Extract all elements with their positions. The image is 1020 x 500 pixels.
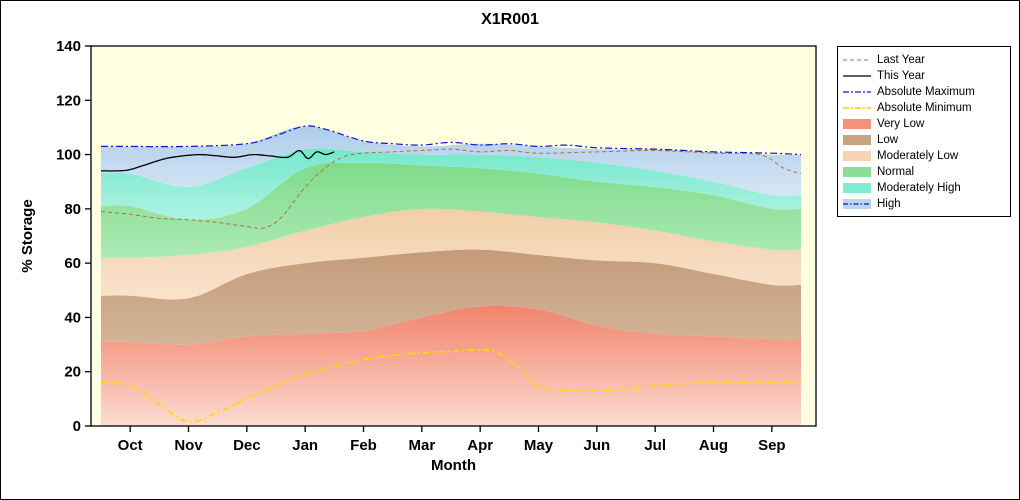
legend-line-sample: [843, 59, 871, 61]
legend-label: Absolute Maximum: [877, 86, 975, 98]
legend-item-low: Low: [842, 132, 1006, 148]
x-tick-label: May: [524, 437, 554, 454]
band-moderately-low: [101, 208, 801, 300]
x-tick-label: Jun: [583, 437, 610, 454]
legend-item-moderately-high: Moderately High: [842, 180, 1006, 196]
legend-swatch: [843, 135, 871, 145]
y-tick-label: 80: [64, 201, 81, 218]
chart-title: X1R001: [481, 11, 539, 28]
band-high: [101, 126, 801, 197]
y-tick-label: 100: [56, 147, 81, 164]
legend-item-this-year: This Year: [842, 68, 1006, 84]
legend-line-sample: [843, 91, 871, 93]
y-tick-label: 60: [64, 255, 81, 272]
series-line-this-year: [101, 149, 335, 172]
series-line-absolute-maximum: [101, 125, 802, 156]
legend-item-last-year: Last Year: [842, 52, 1006, 68]
x-axis-label: Month: [431, 457, 476, 474]
legend-line-sample: [843, 107, 871, 109]
band-very-low: [101, 306, 801, 426]
y-tick-label: 40: [64, 309, 81, 326]
legend-swatch: [843, 151, 871, 161]
legend-label: This Year: [877, 70, 925, 82]
legend-item-moderately-low: Moderately Low: [842, 148, 1006, 164]
legend-swatch: [843, 167, 871, 177]
legend-line-sample: [843, 75, 871, 77]
legend-label: Absolute Minimum: [877, 102, 972, 114]
x-tick-label: Aug: [699, 437, 728, 454]
x-tick-label: Apr: [467, 437, 493, 454]
storage-bands: [101, 126, 801, 426]
legend-item-absolute-maximum: Absolute Maximum: [842, 84, 1006, 100]
series-line-absolute-minimum: [100, 349, 801, 423]
band-low: [101, 249, 801, 345]
legend-label: Low: [877, 134, 899, 146]
x-tick-label: Jul: [644, 437, 666, 454]
plot-border: [90, 45, 817, 427]
legend-label: Normal: [877, 166, 915, 178]
chart-legend: Last Year This Year Absolute Maximum Absolu…: [837, 46, 1011, 217]
x-tick-label: Feb: [350, 437, 377, 454]
legend-swatch: [843, 183, 871, 193]
y-tick-label: 140: [56, 38, 81, 55]
band-normal: [101, 162, 801, 258]
legend-item-very-low: Very Low: [842, 116, 1006, 132]
legend-item-high: High: [842, 196, 1006, 212]
x-tick-label: Sep: [758, 437, 786, 454]
y-tick-label: 0: [73, 418, 81, 435]
x-tick-label: Oct: [118, 437, 143, 454]
legend-label: Last Year: [877, 54, 925, 66]
series-line-last-year: [100, 148, 802, 229]
legend-label: Moderately High: [877, 182, 961, 194]
legend-swatch: [843, 199, 871, 209]
x-tick-label: Dec: [233, 437, 261, 454]
legend-swatch: [843, 119, 871, 129]
legend-item-absolute-minimum: Absolute Minimum: [842, 100, 1006, 116]
axes: 0 20 40 60 80 100 120 140 Oct Nov Dec Jan Feb Mar Apr M…: [56, 38, 786, 454]
legend-label: Moderately Low: [877, 150, 959, 162]
x-tick-label: Mar: [408, 437, 435, 454]
legend-label: Very Low: [877, 118, 925, 130]
series-lines: [100, 125, 802, 423]
x-tick-label: Jan: [292, 437, 318, 454]
y-tick-label: 20: [64, 364, 81, 381]
x-tick-label: Nov: [174, 437, 203, 454]
legend-label: High: [877, 198, 901, 210]
y-tick-label: 120: [56, 92, 81, 109]
legend-item-normal: Normal: [842, 164, 1006, 180]
band-moderately-high: [101, 148, 801, 220]
